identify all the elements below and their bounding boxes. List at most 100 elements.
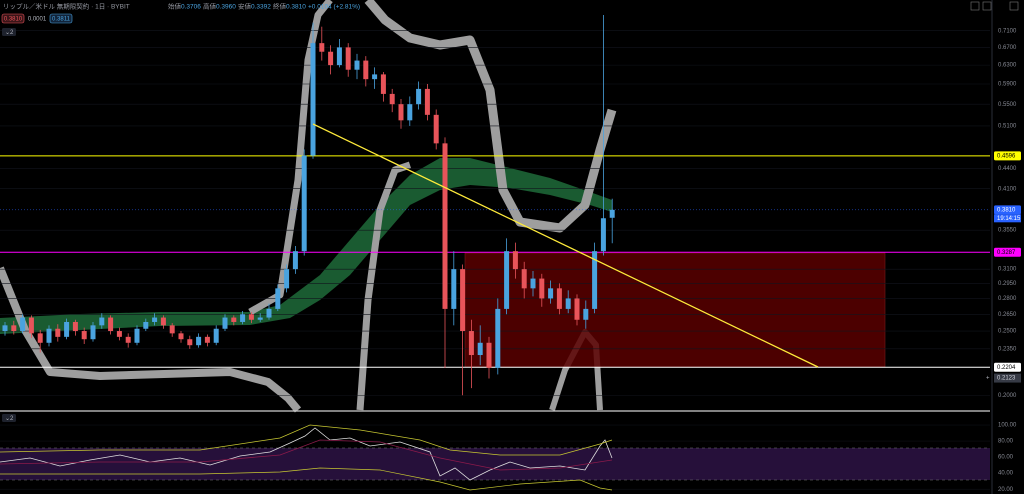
countdown-tag [994, 214, 1021, 223]
candle-body [213, 328, 219, 343]
range-box [464, 252, 886, 368]
indicator-toggle[interactable] [2, 414, 16, 422]
candle-body [81, 331, 87, 340]
band-upper [248, 0, 333, 316]
candle-body [512, 251, 518, 270]
candle-body [398, 104, 404, 121]
candle-body [574, 298, 580, 320]
fullscreen-button[interactable] [982, 1, 992, 11]
y-tick-label: 0.6300 [998, 63, 1017, 69]
countdown: 19:14:15 [997, 216, 1021, 222]
download-button[interactable] [970, 1, 980, 11]
y-tick-label: 0.2000 [998, 393, 1017, 399]
candle-body [231, 317, 237, 322]
candle-body [240, 314, 246, 322]
candle-body [556, 288, 562, 309]
candle-body [530, 278, 536, 289]
ohlc-label: 始値 [168, 2, 182, 11]
candle-body [416, 88, 422, 105]
candle-body [55, 328, 61, 337]
buy-button[interactable] [49, 13, 73, 24]
candle-body [424, 88, 430, 115]
candle-body [20, 317, 26, 332]
ohlc-value: 0.3810 [286, 4, 306, 11]
candle-body [442, 143, 448, 309]
y-tick-label: 0.7100 [998, 28, 1017, 34]
settings-button[interactable] [1009, 1, 1019, 11]
ohlc-label: 安値 [238, 2, 252, 11]
candle-body [583, 308, 589, 320]
sell-button[interactable] [1, 13, 25, 24]
ema-cloud [0, 158, 612, 334]
rsi-tick-label: 20.00 [998, 487, 1014, 493]
candle-body [389, 93, 395, 105]
candle-body [222, 317, 228, 329]
rsi-tick-label: 60.00 [998, 455, 1014, 461]
candle-body [301, 155, 307, 252]
rsi-bb [0, 467, 613, 491]
y-tick-label: 0.2500 [998, 329, 1017, 335]
indicator-chevron[interactable]: ⌄ [5, 416, 10, 422]
price-line-tag [994, 247, 1021, 257]
rsi-tick-label: 80.00 [998, 439, 1014, 445]
current-price-tag [994, 205, 1021, 215]
y-tick-label: 0.5500 [998, 102, 1017, 108]
band-upper [364, 0, 617, 233]
candle-body [310, 43, 316, 156]
candle-body [116, 331, 122, 337]
crosshair-tag [994, 373, 1021, 383]
sell-price[interactable]: 0.3810 [4, 17, 23, 23]
y-tick-label: 0.6700 [998, 45, 1017, 51]
crosshair-plus: + [986, 376, 990, 382]
current-price-label: 0.3810 [997, 207, 1016, 213]
candle-body [460, 269, 466, 332]
candle-body [125, 336, 131, 343]
y-tick-label: 0.4400 [998, 166, 1017, 172]
candle-body [134, 328, 140, 343]
indicator-chevron[interactable]: ⌄ [5, 30, 10, 36]
candle-body [521, 269, 527, 289]
y-tick-label: 0.3550 [998, 228, 1017, 234]
candle-body [99, 317, 105, 326]
candle-body [372, 74, 378, 80]
candle-body [178, 333, 184, 340]
y-tick-label: 0.5100 [998, 123, 1017, 129]
crosshair-label: 0.2123 [997, 376, 1016, 382]
change: +0.0104 (+2.81%) [308, 4, 360, 11]
candle-body [152, 317, 158, 322]
rsi-tick-label: 100.00 [998, 423, 1017, 429]
candle-body [451, 269, 457, 309]
candle-body [565, 298, 571, 309]
candle-body [64, 321, 70, 337]
indicator-count[interactable]: 2 [10, 416, 14, 422]
price-line-label: 0.3287 [997, 250, 1016, 256]
price-line-tag [994, 362, 1021, 372]
candle-body [477, 342, 483, 356]
ohlc-label: 高値 [203, 2, 217, 11]
ohlc-value: 0.3392 [251, 4, 271, 11]
y-tick-label: 0.2800 [998, 296, 1017, 302]
price-line-label: 0.4596 [997, 153, 1016, 159]
candle-body [257, 317, 263, 320]
rsi-ma [0, 439, 613, 471]
candle-body [468, 331, 474, 356]
candle-body [609, 209, 615, 218]
buy-price[interactable]: 0.3811 [52, 17, 71, 23]
candle-body [319, 43, 325, 52]
candle-body [292, 251, 298, 270]
indicator-toggle[interactable] [2, 28, 16, 36]
y-tick-label: 0.2650 [998, 312, 1017, 318]
candle-body [11, 325, 17, 332]
y-tick-label: 0.2950 [998, 281, 1017, 287]
ohlc-value: 0.3706 [181, 4, 201, 11]
candle-body [160, 317, 166, 326]
price-line-tag [994, 151, 1021, 161]
rsi-tick-label: 40.00 [998, 471, 1014, 477]
candle-body [169, 325, 175, 334]
y-tick-label: 0.2350 [998, 346, 1017, 352]
candle-body [336, 47, 342, 66]
indicator-count[interactable]: 2 [10, 30, 14, 36]
candle-body [143, 321, 149, 329]
y-tick-label: 0.5900 [998, 82, 1017, 88]
